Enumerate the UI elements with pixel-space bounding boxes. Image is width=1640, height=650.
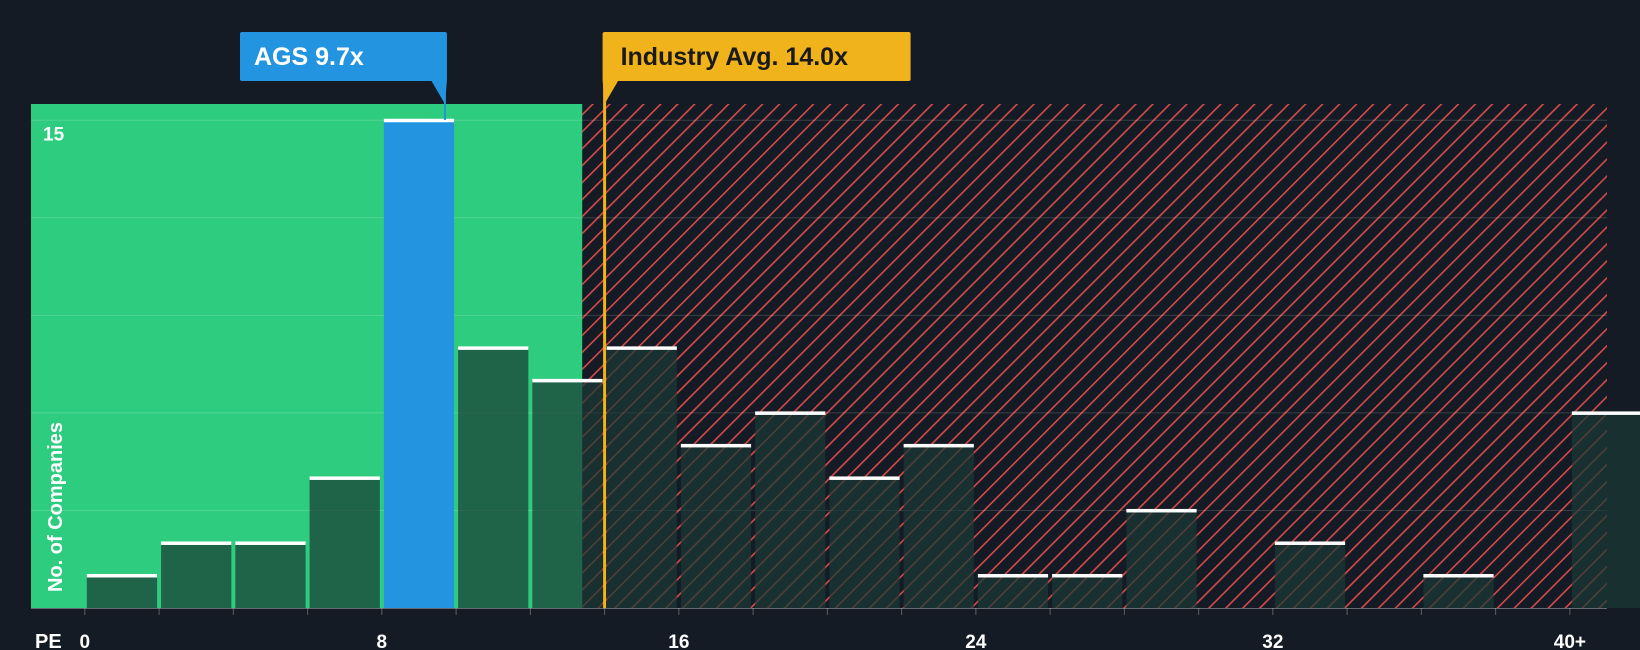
bar-cap	[1423, 573, 1494, 578]
bar	[1274, 542, 1346, 608]
bar	[458, 347, 529, 608]
bar	[383, 120, 455, 609]
bar-cap	[755, 411, 826, 415]
histogram-bars	[86, 118, 1640, 609]
x-tick-label: 16	[668, 632, 689, 650]
bar	[680, 445, 752, 608]
bar	[606, 347, 677, 608]
bar-cap	[977, 573, 1049, 578]
x-tick-label: 0	[80, 632, 91, 650]
bar-cap	[86, 573, 158, 578]
x-tick-label: 24	[965, 632, 987, 650]
company-pe-label-box	[240, 32, 447, 81]
bar	[309, 477, 380, 608]
bar-cap	[606, 346, 677, 350]
bar	[1126, 510, 1197, 608]
x-axis-title: PE	[35, 631, 62, 650]
bar-cap	[1571, 411, 1640, 415]
bar-cap	[161, 541, 232, 545]
y-tick-label: 15	[43, 124, 65, 145]
bar	[235, 542, 306, 608]
bar	[532, 380, 603, 608]
industry-average-callout: Industry Avg. 14.0x	[602, 32, 911, 608]
bar	[755, 412, 826, 608]
axis-ticks: 0 8 16 24 32 40+ 15	[43, 124, 1586, 650]
overvalued-zone	[582, 104, 1607, 608]
company-callout: AGS 9.7x	[240, 32, 447, 120]
x-axis: PE	[31, 608, 1607, 650]
industry-average-pointer	[602, 80, 619, 104]
bar-cap	[680, 443, 752, 448]
bar	[977, 575, 1049, 608]
bar-cap	[1052, 573, 1123, 578]
x-tick-label: 32	[1262, 632, 1283, 650]
bar-cap	[235, 541, 306, 545]
bar	[1423, 575, 1494, 608]
y-axis-title: No. of Companies	[45, 422, 67, 592]
bar	[1571, 412, 1640, 608]
bar-cap	[1126, 508, 1197, 513]
bar-cap	[829, 476, 900, 480]
bar-cap	[532, 378, 603, 383]
x-tick-label: 40+	[1554, 632, 1586, 650]
bar	[1052, 575, 1123, 608]
bar	[86, 575, 158, 608]
bar	[903, 445, 974, 608]
company-pe-pointer	[430, 80, 447, 104]
bar-cap	[309, 476, 380, 480]
bar	[829, 477, 900, 608]
industry-average-label: Industry Avg. 14.0x	[621, 43, 848, 71]
bar-cap	[383, 118, 455, 123]
x-tick-label: 8	[377, 632, 388, 650]
bar-cap	[1274, 541, 1346, 545]
bar-cap	[458, 346, 529, 350]
industry-average-label-box	[602, 32, 911, 81]
bar	[161, 542, 232, 608]
bar-cap	[903, 443, 974, 448]
company-pe-label: AGS 9.7x	[254, 43, 364, 71]
